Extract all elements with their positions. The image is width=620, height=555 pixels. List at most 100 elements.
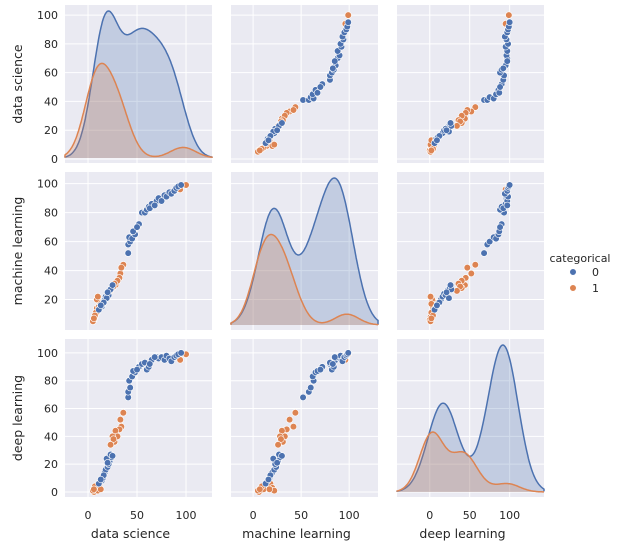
- y-tick-label: 20: [44, 294, 58, 307]
- scatter-point-cat-0: [273, 459, 281, 467]
- scatter-point-cat-1: [116, 416, 124, 424]
- scatter-point-cat-0: [299, 393, 307, 402]
- kde-line-cat-0: [396, 344, 545, 492]
- x-tick-label: 0: [85, 509, 92, 522]
- scatter-point-cat-0: [344, 349, 352, 357]
- legend-marker-1: [569, 284, 577, 292]
- kde-line-cat-1: [230, 233, 379, 326]
- scatter-point-cat-1: [505, 11, 513, 19]
- x-tick-label: 100: [176, 509, 197, 522]
- scatter-point-cat-1: [277, 435, 285, 443]
- legend-title: categorical: [549, 252, 610, 265]
- panel-background: [231, 339, 378, 497]
- x-axis-label: machine learning: [242, 526, 351, 541]
- scatter-point-cat-0: [278, 119, 286, 127]
- x-tick-label: 100: [339, 509, 360, 522]
- kde-fill-cat-1: [231, 234, 378, 325]
- scatter-point-cat-1: [427, 146, 435, 154]
- y-tick-label: 40: [44, 265, 58, 278]
- kde-line-cat-0: [230, 177, 379, 325]
- scatter-point-cat-0: [126, 384, 134, 392]
- legend-label-0: 0: [592, 266, 599, 279]
- x-tick-label: 50: [294, 509, 308, 522]
- scatter-point-cat-1: [106, 441, 115, 449]
- y-axis-label: machine learning: [10, 197, 25, 306]
- y-tick-label: 40: [44, 95, 58, 108]
- scatter-point-cat-0: [264, 475, 273, 484]
- kde-line-cat-1: [396, 431, 544, 493]
- panel-background: [65, 172, 212, 330]
- kde-fill-cat-0: [397, 345, 544, 492]
- scatter-point-cat-1: [467, 269, 475, 278]
- x-tick-label: 100: [499, 509, 520, 522]
- scatter-point-cat-1: [90, 314, 98, 323]
- y-axis-label: deep learning: [10, 375, 25, 461]
- scatter-point-cat-0: [344, 18, 352, 26]
- scatter-point-cat-0: [442, 126, 451, 134]
- scatter-point-cat-0: [104, 459, 112, 467]
- scatter-point-cat-0: [273, 126, 281, 134]
- x-tick-label: 50: [130, 509, 144, 522]
- x-axis-label: deep learning: [419, 526, 505, 541]
- panel-deep-learning-vs-machine-learning: [231, 339, 378, 497]
- legend-label-1: 1: [592, 282, 599, 295]
- kde-line-cat-0: [64, 10, 213, 158]
- panel-machine-learning-vs-machine-learning: [230, 172, 379, 330]
- panel-deep-learning-vs-deep-learning: [396, 339, 545, 497]
- x-tick-label: 0: [426, 509, 433, 522]
- scatter-point-cat-0: [133, 365, 141, 374]
- y-tick-label: 80: [44, 38, 58, 51]
- scatter-point-cat-0: [442, 288, 451, 296]
- y-tick-label: 60: [44, 403, 58, 416]
- scatter-point-cat-0: [316, 83, 324, 91]
- scatter-point-cat-0: [316, 365, 324, 374]
- panel-data-science-vs-deep-learning: [397, 5, 544, 163]
- scatter-point-cat-0: [433, 136, 441, 144]
- scatter-point-cat-0: [97, 301, 105, 309]
- y-tick-label: 20: [44, 124, 58, 137]
- scatter-point-cat-0: [499, 64, 507, 72]
- legend-marker-0: [569, 268, 577, 276]
- scatter-point-cat-0: [506, 181, 514, 189]
- scatter-point-cat-0: [496, 83, 504, 91]
- scatter-point-cat-1: [471, 261, 479, 269]
- scatter-point-cat-1: [286, 416, 294, 424]
- scatter-point-cat-1: [344, 11, 352, 19]
- y-tick-label: 100: [37, 347, 58, 360]
- scatter-point-cat-0: [146, 360, 154, 368]
- scatter-point-cat-0: [329, 64, 337, 72]
- scatter-point-cat-1: [256, 146, 264, 154]
- kde-fill-cat-1: [397, 432, 544, 492]
- scatter-point-cat-1: [274, 441, 282, 449]
- panel-background: [231, 5, 378, 163]
- kde-fill-cat-1: [65, 63, 212, 158]
- x-tick-label: 0: [250, 509, 257, 522]
- kde-line-cat-1: [64, 62, 213, 158]
- scatter-point-cat-0: [177, 349, 185, 357]
- scatter-point-cat-0: [151, 353, 159, 361]
- scatter-point-cat-1: [256, 485, 264, 493]
- scatter-point-cat-0: [446, 281, 455, 289]
- scatter-point-cat-1: [289, 106, 298, 114]
- panel-data-science-vs-machine-learning: [231, 5, 378, 163]
- scatter-point-cat-1: [291, 409, 299, 417]
- y-tick-label: 40: [44, 430, 58, 443]
- x-axis-label: data science: [91, 526, 170, 541]
- panel-background: [397, 339, 544, 497]
- panel-background: [65, 339, 212, 497]
- panel-background: [231, 172, 378, 330]
- scatter-point-cat-0: [108, 452, 117, 460]
- scatter-point-cat-0: [480, 249, 488, 257]
- panel-background: [397, 172, 544, 330]
- scatter-point-cat-1: [119, 409, 127, 417]
- scatter-point-cat-0: [124, 249, 132, 257]
- scatter-point-cat-1: [109, 435, 118, 443]
- y-axis-label: data science: [10, 44, 25, 123]
- y-tick-label: 0: [51, 486, 58, 499]
- scatter-point-cat-0: [503, 57, 511, 65]
- y-tick-label: 20: [44, 458, 58, 471]
- y-tick-label: 60: [44, 236, 58, 249]
- scatter-point-cat-0: [446, 119, 455, 127]
